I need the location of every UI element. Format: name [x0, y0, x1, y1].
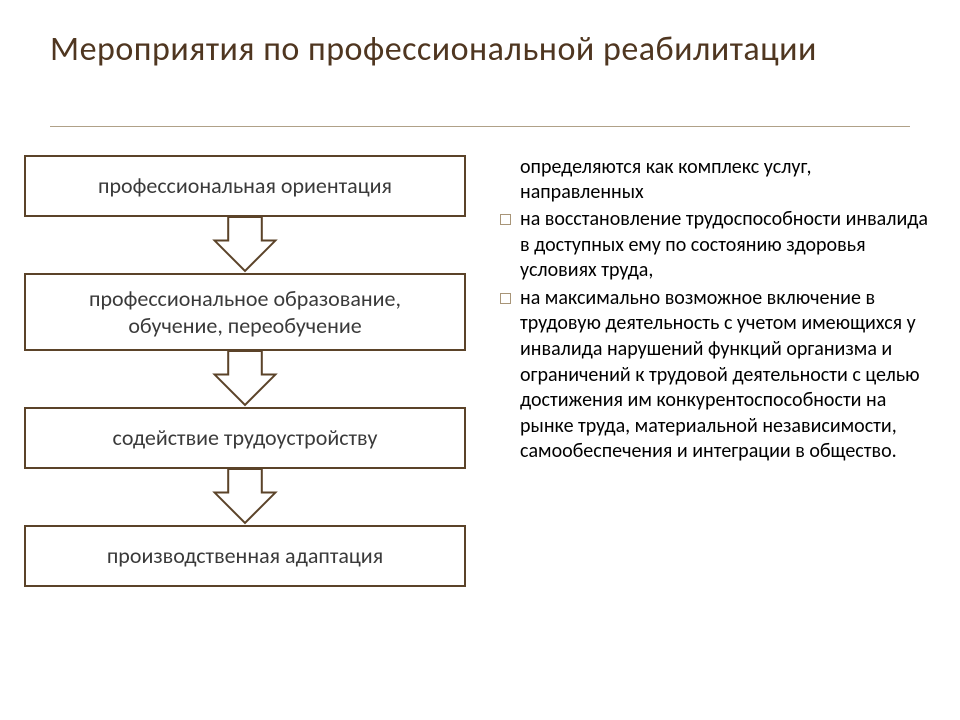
flow-arrow [24, 469, 466, 525]
flow-step: профессиональная ориентация [24, 155, 466, 217]
bullet-item: на максимально возможное включение в тру… [498, 286, 938, 465]
flow-step: содействие трудоустройству [24, 407, 466, 469]
title-underline [50, 126, 910, 127]
bullet-list: на восстановление трудоспособности инвал… [498, 207, 938, 465]
description-column: определяются как комплекс услуг, направл… [498, 155, 938, 467]
flow-step: профессиональное образование, обучение, … [24, 273, 466, 351]
flow-arrow [24, 351, 466, 407]
flowchart: профессиональная ориентация профессиональ… [24, 155, 466, 587]
intro-text: определяются как комплекс услуг, направл… [520, 155, 938, 205]
flow-step: производственная адаптация [24, 525, 466, 587]
flow-arrow [24, 217, 466, 273]
page-title: Мероприятия по профессиональной реабилит… [50, 30, 910, 69]
bullet-item: на восстановление трудоспособности инвал… [498, 207, 938, 284]
slide: Мероприятия по профессиональной реабилит… [0, 0, 960, 720]
